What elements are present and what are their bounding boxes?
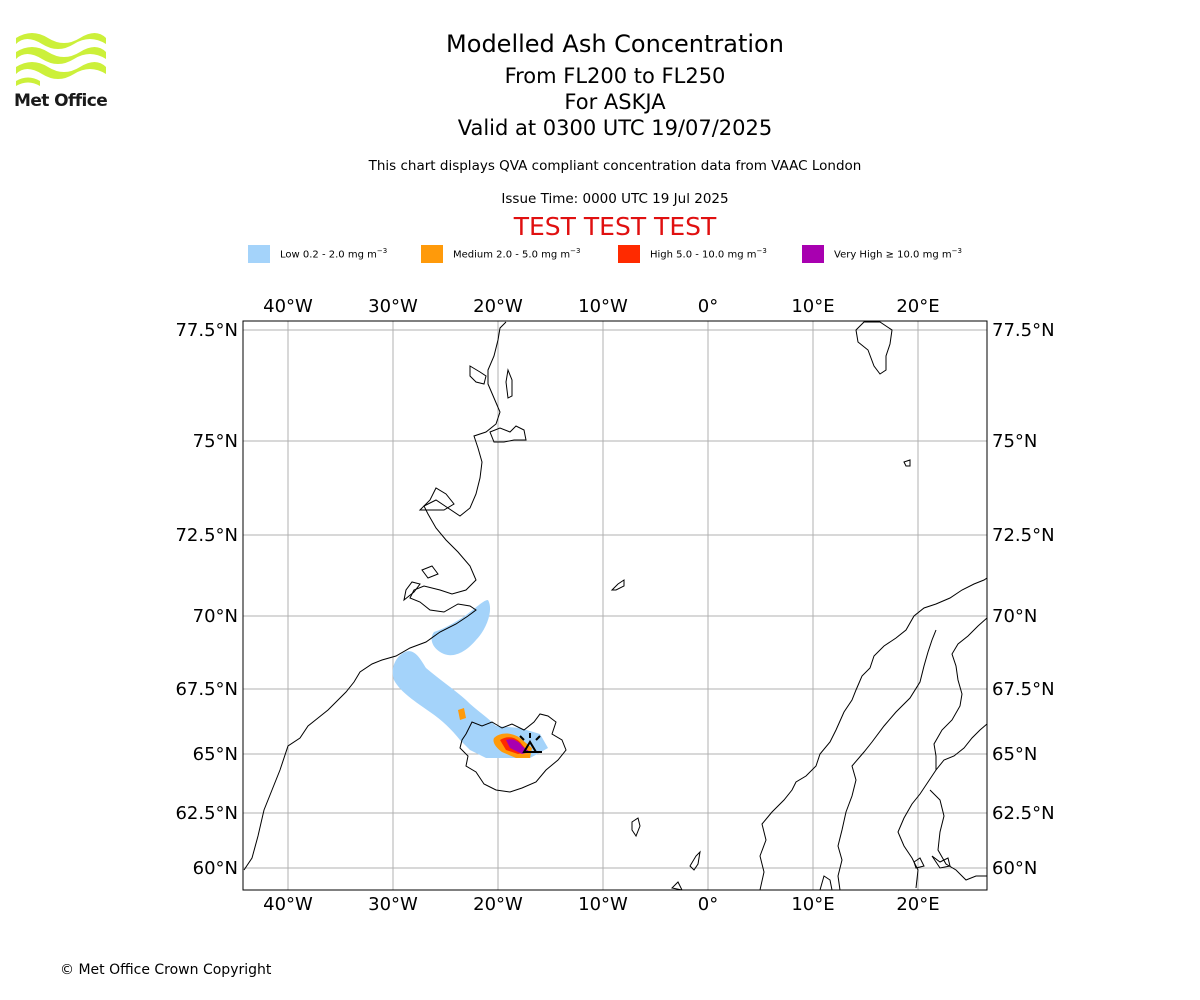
- lon-tick-top-30w: 30°W: [368, 296, 418, 317]
- lon-tick-top-40w: 40°W: [263, 296, 313, 317]
- issue-time: Issue Time: 0000 UTC 19 Jul 2025: [501, 191, 729, 207]
- lat-tick-right-70n: 70°N: [992, 606, 1037, 627]
- legend-swatch-very-high: [802, 245, 824, 263]
- lat-tick-left-65n: 65°N: [193, 744, 238, 765]
- lon-tick-bottom-20w: 20°W: [473, 894, 523, 915]
- legend-label-medium: Medium 2.0 - 5.0 mg m−3: [453, 247, 581, 261]
- coastlines: [243, 321, 987, 890]
- lat-tick-left-77-5n: 77.5°N: [175, 320, 238, 341]
- lat-tick-right-77-5n: 77.5°N: [992, 320, 1055, 341]
- lon-tick-bottom-10e: 10°E: [791, 894, 834, 915]
- legend-item-high: High 5.0 - 10.0 mg m−3: [618, 244, 767, 264]
- legend-label-very-high: Very High ≥ 10.0 mg m−3: [834, 247, 962, 261]
- lat-tick-left-70n: 70°N: [193, 606, 238, 627]
- ash-low-region: [392, 600, 548, 758]
- lon-tick-bottom-40w: 40°W: [263, 894, 313, 915]
- valid-time: Valid at 0300 UTC 19/07/2025: [457, 116, 773, 140]
- chart-title: Modelled Ash Concentration: [446, 30, 784, 58]
- legend-swatch-low: [248, 245, 270, 263]
- lon-tick-top-10w: 10°W: [578, 296, 628, 317]
- met-office-logo: [16, 33, 106, 86]
- lat-tick-right-60n: 60°N: [992, 858, 1037, 879]
- lat-tick-right-62-5n: 62.5°N: [992, 803, 1055, 824]
- flight-level-range: From FL200 to FL250: [504, 64, 726, 88]
- lat-tick-left-62-5n: 62.5°N: [175, 803, 238, 824]
- lat-tick-left-75n: 75°N: [193, 431, 238, 452]
- test-banner: TEST TEST TEST: [513, 212, 717, 241]
- legend-item-medium: Medium 2.0 - 5.0 mg m−3: [421, 244, 580, 264]
- legend-swatch-medium: [421, 245, 443, 263]
- lon-tick-top-0: 0°: [698, 296, 718, 317]
- lon-tick-bottom-10w: 10°W: [578, 894, 628, 915]
- lat-tick-left-67-5n: 67.5°N: [175, 679, 238, 700]
- legend-swatch-high: [618, 245, 640, 263]
- volcano-name: For ASKJA: [564, 90, 666, 114]
- lon-tick-bottom-20e: 20°E: [896, 894, 939, 915]
- map-frame: [242, 320, 988, 891]
- lon-tick-top-20w: 20°W: [473, 296, 523, 317]
- lat-tick-right-75n: 75°N: [992, 431, 1037, 452]
- legend-label-low: Low 0.2 - 2.0 mg m−3: [280, 247, 388, 261]
- volcano-marker: [519, 733, 542, 753]
- qva-note: This chart displays QVA compliant concen…: [368, 158, 862, 174]
- copyright-notice: © Met Office Crown Copyright: [60, 962, 272, 978]
- lon-tick-top-10e: 10°E: [791, 296, 834, 317]
- lat-tick-right-65n: 65°N: [992, 744, 1037, 765]
- lat-tick-left-72-5n: 72.5°N: [175, 525, 238, 546]
- legend-label-high: High 5.0 - 10.0 mg m−3: [650, 247, 767, 261]
- lat-tick-left-60n: 60°N: [193, 858, 238, 879]
- lon-tick-bottom-0: 0°: [698, 894, 718, 915]
- lat-tick-right-72-5n: 72.5°N: [992, 525, 1055, 546]
- legend-item-very-high: Very High ≥ 10.0 mg m−3: [802, 244, 962, 264]
- logo-text: Met Office: [14, 91, 108, 111]
- lat-tick-right-67-5n: 67.5°N: [992, 679, 1055, 700]
- graticule: [243, 321, 987, 890]
- lon-tick-top-20e: 20°E: [896, 296, 939, 317]
- legend-item-low: Low 0.2 - 2.0 mg m−3: [248, 244, 387, 264]
- lon-tick-bottom-30w: 30°W: [368, 894, 418, 915]
